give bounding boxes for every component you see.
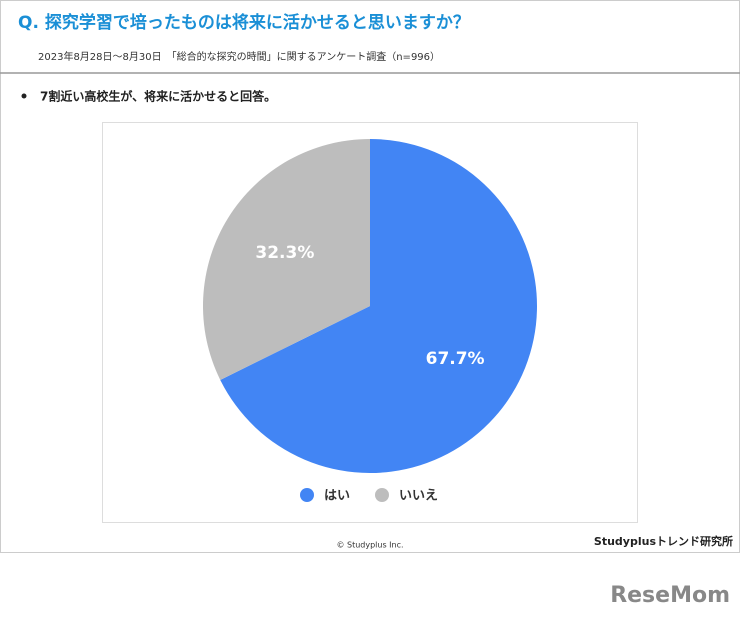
- legend-label: はい: [324, 489, 350, 504]
- legend-label: いいえ: [399, 489, 438, 504]
- title: Q. 探究学習で培ったものは将来に活かせると思いますか？: [18, 12, 470, 33]
- bullet-text: 7割近い高校生が、将来に活かせると回答。: [40, 89, 276, 104]
- pie: 67.7% 32.3% はい いいえ: [202, 139, 538, 504]
- data-label: 32.3%: [255, 243, 314, 263]
- data-label: 67.7%: [426, 349, 485, 369]
- logo: ReseMom: [610, 583, 730, 608]
- copyright: © Studyplus Inc.: [336, 541, 403, 550]
- legend-swatch: [375, 488, 389, 502]
- legend-swatch: [300, 488, 314, 502]
- source: Studyplusトレンド研究所: [594, 534, 733, 548]
- pie-slice: [202, 139, 370, 380]
- subtitle: 2023年8月28日〜8月30日 「総合的な探究の時間」に関するアンケート調査（…: [38, 50, 440, 63]
- bullet-dot: [21, 93, 27, 99]
- pie-slice: [220, 139, 538, 473]
